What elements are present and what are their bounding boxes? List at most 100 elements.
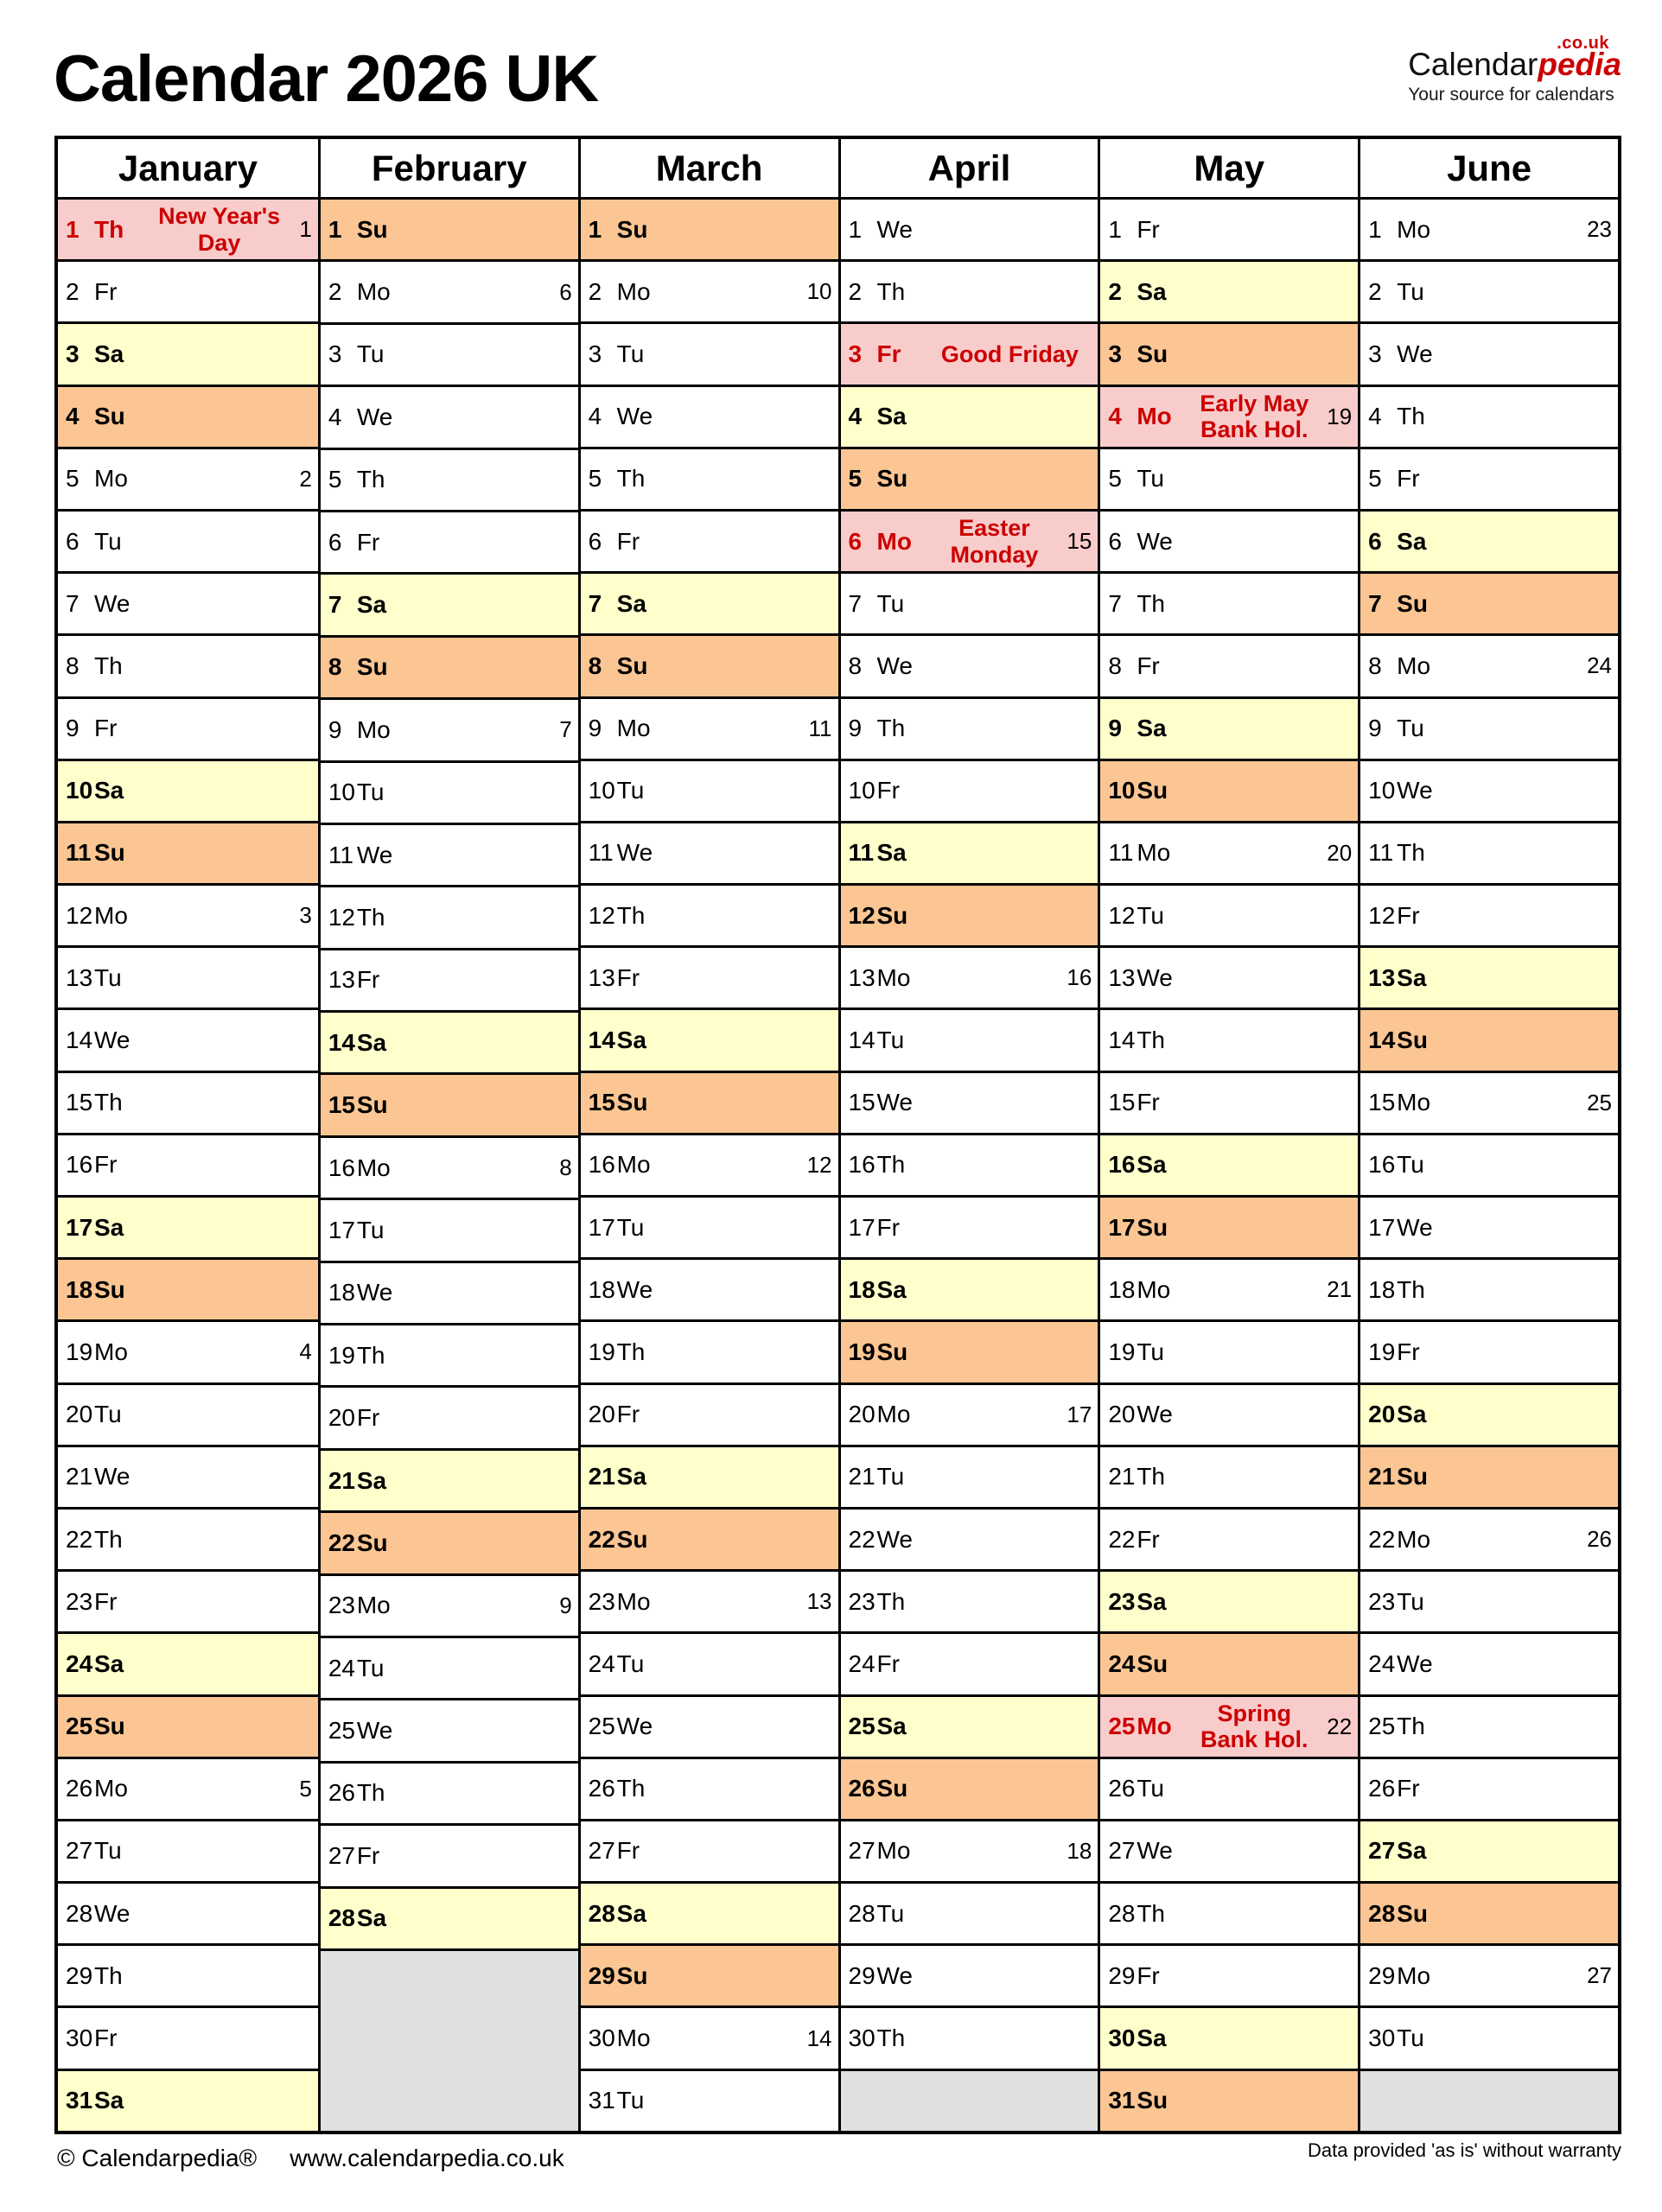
- day-cell: 8 Fr: [1100, 633, 1359, 696]
- weekday-abbrev: Sa: [1397, 1837, 1427, 1865]
- week-number: 14: [806, 2024, 832, 2051]
- day-cell: 13 Fr: [320, 947, 578, 1011]
- day-number: 25: [848, 1713, 876, 1740]
- day-number: 13: [1108, 963, 1136, 991]
- day-number: 7: [66, 589, 80, 617]
- day-number: 27: [588, 1837, 615, 1865]
- weekday-abbrev: Su: [1137, 1649, 1168, 1677]
- day-number: 4: [588, 403, 602, 430]
- day-number: 3: [1108, 340, 1122, 367]
- week-number: 9: [559, 1592, 572, 1618]
- cell-middle: Early May Bank Hol.: [1181, 391, 1327, 442]
- day-cell: 5 Th: [580, 446, 838, 509]
- day-cell: 27 We: [1100, 1818, 1359, 1882]
- day-number: 13: [848, 963, 876, 991]
- weekday-abbrev: Tu: [1397, 715, 1424, 742]
- weekday-abbrev: Su: [1137, 340, 1168, 367]
- day-cell: 17 Fr: [840, 1195, 1098, 1258]
- day-number: 7: [328, 591, 342, 619]
- weekday-abbrev: Fr: [876, 1213, 900, 1241]
- weekday-abbrev: Su: [94, 1275, 125, 1303]
- day-number: 8: [1108, 652, 1122, 679]
- month-column-june: June 1 Mo 23 2 Tu 3 We 4 Th 5 Fr 6 Sa 7 Su 8 Mo 24 9 Tu 10 We 1…: [1358, 139, 1618, 2131]
- day-cell: 2 Mo 10: [580, 259, 838, 322]
- day-cell: 6 Mo Easter Monday 15: [840, 508, 1098, 572]
- day-number: 20: [66, 1401, 93, 1428]
- day-cell: 22 Su: [580, 1506, 838, 1570]
- day-number: 26: [1368, 1775, 1396, 1802]
- day-cell: 23 Tu: [1360, 1569, 1618, 1632]
- day-number: 21: [328, 1466, 355, 1494]
- day-cell: 17 Tu: [320, 1198, 578, 1261]
- day-number: 27: [1108, 1837, 1136, 1865]
- weekday-abbrev: We: [1137, 1837, 1173, 1865]
- weekday-abbrev: Su: [616, 1525, 648, 1553]
- footer-url[interactable]: www.calendarpedia.co.uk: [290, 2145, 564, 2171]
- weekday-abbrev: Sa: [356, 1466, 387, 1494]
- week-number: 23: [1587, 216, 1612, 243]
- month-header-may: May: [1100, 139, 1359, 200]
- weekday-abbrev: Fr: [876, 777, 900, 804]
- day-number: 10: [328, 779, 355, 806]
- cell-middle: Spring Bank Hol.: [1181, 1700, 1327, 1752]
- weekday-abbrev: Fr: [94, 715, 118, 742]
- day-number: 20: [588, 1401, 615, 1428]
- weekday-abbrev: We: [616, 1713, 653, 1740]
- page-title: Calendar 2026 UK: [54, 42, 599, 116]
- weekday-abbrev: Tu: [616, 2087, 645, 2114]
- weekday-abbrev: Su: [876, 465, 908, 493]
- day-cell: 25 We: [320, 1698, 578, 1761]
- weekday-abbrev: Sa: [876, 403, 907, 430]
- day-number: 4: [1368, 403, 1382, 430]
- day-number: 23: [848, 1587, 876, 1615]
- day-number: 16: [1368, 1151, 1396, 1179]
- day-number: 17: [588, 1213, 615, 1241]
- weekday-abbrev: Sa: [616, 589, 646, 617]
- day-number: 23: [66, 1587, 93, 1615]
- calendarpedia-logo[interactable]: .co.uk Calendarpedia Your source for cal…: [1408, 35, 1621, 104]
- weekday-abbrev: Fr: [876, 1649, 900, 1677]
- day-number: 29: [1368, 1961, 1396, 1989]
- weekday-abbrev: Sa: [94, 340, 124, 367]
- weekday-abbrev: Th: [94, 215, 124, 243]
- weekday-abbrev: Sa: [1137, 2024, 1167, 2052]
- week-number: 6: [559, 278, 572, 305]
- day-cell: 30 Sa: [1100, 2005, 1359, 2069]
- day-number: 10: [1108, 777, 1136, 804]
- day-cell: 1 Su: [580, 200, 838, 260]
- footer-disclaimer: Data provided 'as is' without warranty: [1307, 2139, 1621, 2161]
- day-cell: 24 Su: [1100, 1631, 1359, 1694]
- day-number: 5: [66, 465, 80, 493]
- day-cell: 6 Fr: [320, 509, 578, 573]
- day-cell: 25 Mo Spring Bank Hol. 22: [1100, 1694, 1359, 1757]
- day-number: 8: [1368, 652, 1382, 679]
- weekday-abbrev: Mo: [1137, 1713, 1172, 1740]
- day-number: 26: [588, 1775, 615, 1802]
- weekday-abbrev: Sa: [1397, 963, 1427, 991]
- weekday-abbrev: Fr: [616, 963, 640, 991]
- day-number: 25: [66, 1713, 93, 1740]
- day-cell: 19 Mo 4: [58, 1319, 318, 1382]
- holiday-label: Good Friday: [940, 340, 1079, 367]
- day-cell: 30 Fr: [58, 2005, 318, 2069]
- empty-cell: [1360, 2068, 1618, 2131]
- weekday-abbrev: Sa: [1137, 715, 1167, 742]
- day-number: 2: [588, 277, 602, 305]
- day-number: 19: [588, 1338, 615, 1365]
- day-number: 16: [1108, 1151, 1136, 1179]
- week-number: 26: [1587, 1526, 1612, 1553]
- day-number: 29: [588, 1961, 615, 1989]
- day-cell: 11 Sa: [840, 820, 1098, 884]
- calendar-table: January 1 Th New Year's Day 1 2 Fr 3 Sa 4 Su 5 Mo 2 6 T…: [54, 136, 1621, 2134]
- weekday-abbrev: Tu: [1137, 465, 1164, 493]
- day-cell: 12 Fr: [1360, 883, 1618, 946]
- day-cell: 7 Su: [1360, 571, 1618, 634]
- day-number: 12: [66, 901, 93, 929]
- day-number: 13: [328, 966, 355, 994]
- weekday-abbrev: Sa: [616, 1899, 646, 1927]
- day-number: 12: [328, 903, 355, 931]
- day-number: 5: [588, 465, 602, 493]
- weekday-abbrev: Su: [94, 403, 125, 430]
- day-number: 2: [66, 277, 80, 305]
- month-column-january: January 1 Th New Year's Day 1 2 Fr 3 Sa 4 Su 5 Mo 2 6 T…: [58, 139, 318, 2131]
